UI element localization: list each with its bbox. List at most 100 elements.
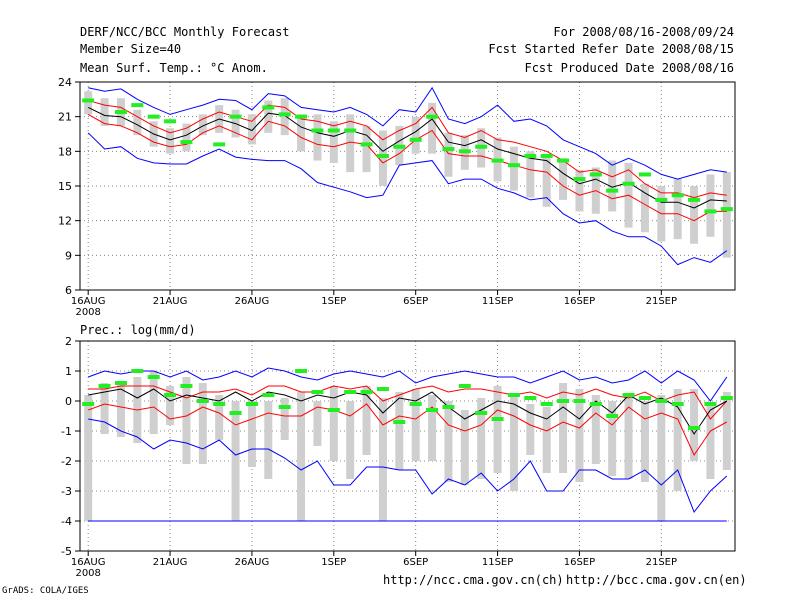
prec-marker bbox=[688, 426, 701, 430]
prec-marker bbox=[557, 399, 570, 403]
bcc-url[interactable]: http://bcc.cma.gov.cn(en) bbox=[566, 573, 747, 587]
prec-spread-box bbox=[297, 392, 306, 521]
temp-spread-box bbox=[362, 125, 371, 173]
temp-marker bbox=[720, 207, 733, 212]
temp-marker bbox=[393, 144, 406, 149]
prec-marker bbox=[376, 387, 389, 391]
prec-spread-box bbox=[395, 392, 404, 470]
temp-xtick-label: 6SEP bbox=[403, 296, 428, 307]
temp-spread-box bbox=[444, 132, 453, 177]
prec-ytick-label: -2 bbox=[61, 455, 72, 468]
prec-marker bbox=[475, 411, 488, 415]
prec-marker bbox=[278, 405, 291, 409]
temp-marker bbox=[376, 153, 389, 158]
prec-marker bbox=[720, 396, 733, 400]
prec-marker bbox=[360, 390, 373, 394]
prec-spread-box bbox=[215, 395, 224, 440]
prec-marker bbox=[131, 369, 144, 373]
temp-spread-box bbox=[509, 146, 518, 191]
prec-spread-box bbox=[690, 389, 699, 461]
temp-ytick-label: 15 bbox=[58, 180, 72, 193]
prec-marker bbox=[606, 414, 619, 418]
temp-marker bbox=[524, 153, 537, 158]
prec-spread-box bbox=[280, 398, 289, 440]
prec-spread-box bbox=[624, 395, 633, 479]
temp-ytick-label: 9 bbox=[65, 249, 72, 262]
grads-credit: GrADS: COLA/IGES bbox=[2, 586, 89, 596]
prec-marker bbox=[344, 390, 357, 394]
temp-spread-box bbox=[313, 114, 322, 161]
temp-spread-box bbox=[264, 100, 273, 133]
temp-marker bbox=[573, 177, 586, 182]
temp-xtick-label: 21AUG bbox=[153, 296, 188, 307]
prec-spread-box bbox=[542, 407, 551, 473]
prec-spread-box bbox=[346, 401, 355, 479]
prec-xtick-label: 6SEP bbox=[403, 557, 428, 568]
prec-marker bbox=[262, 393, 275, 397]
prec-marker bbox=[442, 405, 455, 409]
prec-marker bbox=[164, 393, 177, 397]
temp-line-upper-outer bbox=[88, 86, 727, 180]
prec-spread-box bbox=[329, 386, 338, 461]
temp-ytick-label: 6 bbox=[65, 284, 72, 297]
prec-xtick-label: 1SEP bbox=[321, 557, 346, 568]
prec-marker bbox=[327, 408, 340, 412]
temp-xtick-label: 16SEP bbox=[564, 296, 595, 307]
temp-marker bbox=[622, 181, 635, 186]
temp-line-ensemble-mean bbox=[87, 106, 727, 209]
prec-line-lower-inner bbox=[88, 403, 728, 457]
prec-spread-box bbox=[673, 389, 682, 491]
chart-title: DERF/NCC/BCC Monthly Forecast bbox=[80, 25, 290, 39]
temp-spread-box bbox=[411, 116, 420, 154]
prec-panel: Prec.: log(mm/d) -5 -4 -3 -2 -1 0 1 2 16AUG 21AUG 2… bbox=[61, 323, 736, 579]
temp-spread-box bbox=[329, 121, 338, 163]
temp-marker bbox=[507, 163, 520, 168]
prec-marker bbox=[196, 399, 209, 403]
member-size: Member Size=40 bbox=[80, 42, 182, 56]
prec-marker bbox=[180, 384, 193, 388]
temp-marker bbox=[442, 147, 455, 152]
prec-spread-box bbox=[608, 401, 617, 476]
fcst-started-date: Fcst Started Refer Date 2008/08/15 bbox=[488, 42, 734, 56]
prec-marker bbox=[311, 390, 324, 394]
temp-line-lower-outer bbox=[87, 132, 728, 266]
temp-spread-box bbox=[346, 114, 355, 173]
prec-xtick-label: 21SEP bbox=[646, 557, 677, 568]
temp-marker bbox=[704, 209, 717, 214]
prec-spread-box bbox=[526, 404, 535, 455]
temp-marker bbox=[229, 114, 242, 119]
prec-spread-box bbox=[313, 401, 322, 446]
prec-spread-box bbox=[231, 401, 240, 521]
temp-marker bbox=[131, 103, 144, 108]
prec-frame bbox=[79, 340, 736, 552]
temp-spread-box bbox=[297, 114, 306, 152]
prec-marker bbox=[393, 420, 406, 424]
ncc-url[interactable]: http://ncc.cma.gov.cn(ch) bbox=[383, 573, 564, 587]
prec-marker bbox=[409, 402, 422, 406]
temp-marker bbox=[638, 172, 651, 177]
prec-spread-box bbox=[477, 398, 486, 479]
temp-line-upper-inner bbox=[88, 100, 727, 199]
temp-spread-box bbox=[706, 174, 715, 237]
temp-spread-box bbox=[133, 109, 142, 136]
prec-spread-box bbox=[509, 395, 518, 491]
temp-ytick-label: 18 bbox=[58, 145, 72, 158]
prec-xtick-label: 26AUG bbox=[235, 557, 270, 568]
prec-line-upper-inner bbox=[88, 385, 728, 420]
temp-xtick-label: 1SEP bbox=[321, 296, 346, 307]
prec-spread-box bbox=[149, 371, 158, 434]
forecast-period: For 2008/08/16-2008/09/24 bbox=[553, 25, 734, 39]
prec-spread-box bbox=[640, 401, 649, 482]
prec-spread-box bbox=[100, 383, 109, 434]
temp-marker bbox=[180, 140, 193, 145]
prec-spread-box bbox=[182, 377, 191, 464]
prec-marker bbox=[82, 402, 95, 406]
temp-marker bbox=[557, 158, 570, 163]
temp-spread-box bbox=[280, 98, 289, 136]
temp-spread-box bbox=[166, 128, 175, 154]
temp-marker bbox=[671, 193, 684, 198]
prec-marker bbox=[540, 402, 553, 406]
temp-marker bbox=[213, 142, 226, 147]
prec-title: Prec.: log(mm/d) bbox=[80, 323, 196, 337]
